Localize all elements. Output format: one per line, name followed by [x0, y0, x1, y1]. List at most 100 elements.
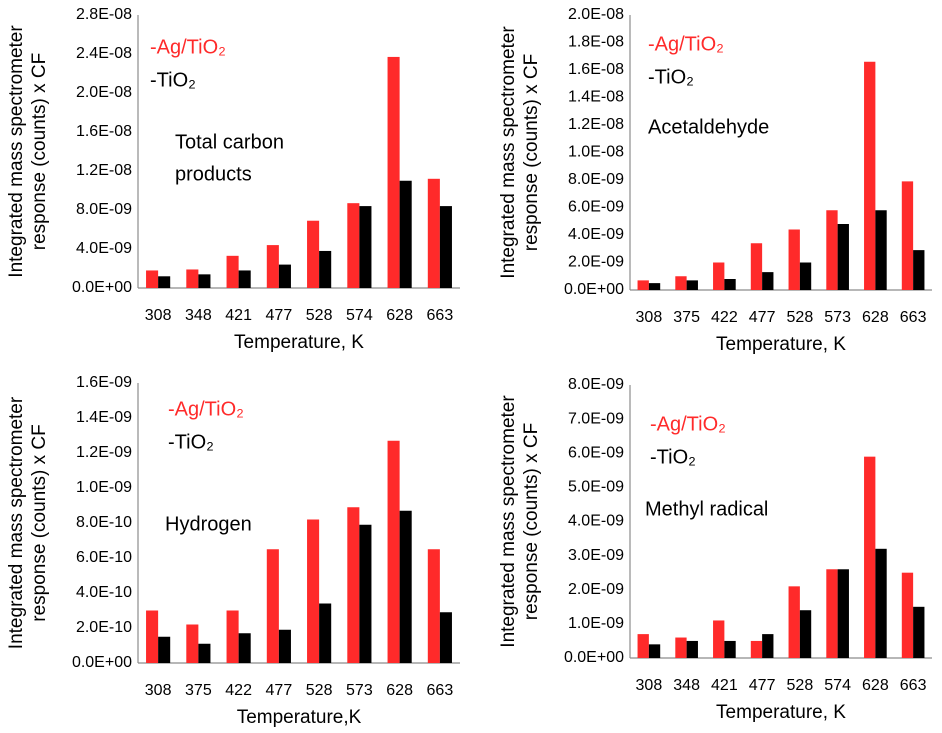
- y-tick-label: 2.0E-09: [568, 581, 624, 598]
- y-tick-label: 4.0E-09: [568, 226, 624, 243]
- bar: [648, 283, 661, 290]
- y-tick-label: 1.2E-09: [76, 444, 132, 461]
- y-tick-label: 4.0E-09: [568, 513, 624, 530]
- x-axis-title: Temperature,K: [237, 707, 362, 728]
- x-tick-label: 421: [225, 307, 252, 324]
- bar: [186, 624, 199, 663]
- y-tick-label: 7.0E-09: [568, 410, 624, 427]
- x-tick-label: 628: [862, 309, 889, 326]
- x-tick-label: 628: [386, 682, 413, 699]
- bar: [198, 274, 211, 288]
- y-axis-title: response (counts) x CF: [29, 53, 50, 250]
- bar: [637, 280, 649, 290]
- y-tick-label: 6.0E-09: [568, 199, 624, 216]
- y-tick-label: 1.4E-09: [76, 409, 132, 426]
- bar: [359, 206, 372, 288]
- bar: [826, 569, 838, 658]
- y-tick-label: 6.0E-10: [76, 549, 132, 566]
- y-tick-label: 8.0E-09: [568, 376, 624, 393]
- bar: [307, 220, 320, 288]
- bar: [146, 610, 159, 663]
- bar: [439, 612, 452, 663]
- x-tick-label: 308: [636, 677, 663, 694]
- bar: [427, 178, 440, 288]
- bar: [799, 610, 812, 658]
- y-axis-title: Integrated mass spectrometer: [498, 26, 519, 279]
- bar: [913, 250, 925, 290]
- bar: [439, 206, 452, 288]
- bar: [864, 456, 876, 658]
- y-tick-label: 1.6E-08: [76, 123, 132, 140]
- annotation: Methyl radical: [645, 498, 768, 520]
- y-tick-label: 1.2E-08: [568, 116, 624, 133]
- y-tick-label: 1.4E-08: [568, 89, 624, 106]
- x-tick-label: 528: [787, 677, 814, 694]
- y-tick-label: 8.0E-09: [568, 171, 624, 188]
- y-tick-label: 1.6E-09: [76, 374, 132, 391]
- bar: [226, 610, 239, 663]
- x-tick-label: 573: [346, 682, 373, 699]
- x-tick-label: 477: [266, 307, 293, 324]
- x-tick-label: 348: [185, 307, 212, 324]
- legend-entry: -TiO₂: [150, 69, 196, 91]
- legend-entry: -Ag/TiO₂: [150, 36, 226, 58]
- y-tick-label: 8.0E-09: [76, 201, 132, 218]
- bar: [186, 269, 199, 288]
- bar: [788, 586, 800, 658]
- x-tick-label: 422: [711, 309, 738, 326]
- bar: [238, 270, 251, 288]
- x-tick-label: 663: [900, 677, 927, 694]
- x-tick-label: 477: [749, 309, 776, 326]
- x-tick-label: 308: [636, 309, 663, 326]
- legend-entry: -TiO₂: [648, 66, 694, 88]
- y-tick-label: 0.0E+00: [564, 281, 624, 298]
- bar: [750, 640, 763, 658]
- bar: [399, 510, 412, 663]
- x-tick-label: 477: [266, 682, 293, 699]
- bar: [266, 549, 279, 663]
- bar: [686, 280, 698, 290]
- bar: [266, 245, 279, 288]
- y-tick-label: 2.0E-08: [568, 6, 624, 23]
- x-tick-label: 308: [145, 682, 172, 699]
- y-tick-label: 0.0E+00: [564, 649, 624, 666]
- bar: [278, 264, 291, 288]
- annotation: Total carbon: [175, 131, 284, 153]
- y-tick-label: 2.0E-10: [76, 619, 132, 636]
- bar: [307, 519, 320, 663]
- y-tick-label: 5.0E-09: [568, 479, 624, 496]
- bar: [146, 270, 159, 288]
- bar: [762, 634, 774, 658]
- bar: [864, 61, 876, 290]
- x-tick-label: 421: [711, 677, 738, 694]
- legend-entry: -Ag/TiO₂: [650, 413, 726, 435]
- y-tick-label: 2.0E-09: [568, 254, 624, 271]
- bar: [427, 549, 440, 663]
- x-tick-label: 528: [306, 307, 333, 324]
- x-tick-label: 663: [900, 309, 927, 326]
- y-tick-label: 3.0E-09: [568, 547, 624, 564]
- annotation: Hydrogen: [165, 513, 252, 535]
- bar: [675, 276, 687, 290]
- bar: [637, 634, 649, 658]
- y-tick-label: 4.0E-10: [76, 584, 132, 601]
- bar: [347, 507, 360, 663]
- y-tick-label: 1.0E-08: [568, 144, 624, 161]
- bar: [875, 548, 887, 658]
- x-axis-title: Temperature, K: [716, 334, 846, 355]
- y-axis-title: response (counts) x CF: [521, 423, 542, 620]
- y-tick-label: 1.2E-08: [76, 162, 132, 179]
- legend-entry: -Ag/TiO₂: [168, 398, 244, 420]
- chart-panel: 0.0E+00 4.0E-09 8.0E-09 1.2E-08 1.6E-08 2.0E-…: [6, 6, 460, 353]
- y-tick-label: 2.8E-08: [76, 6, 132, 23]
- legend-entry: -Ag/TiO₂: [648, 33, 724, 55]
- y-tick-label: 6.0E-09: [568, 444, 624, 461]
- bar: [387, 56, 400, 288]
- y-tick-label: 1.8E-08: [568, 34, 624, 51]
- y-tick-label: 4.0E-09: [76, 240, 132, 257]
- legend-entry: -TiO₂: [650, 446, 696, 468]
- y-tick-label: 8.0E-10: [76, 514, 132, 531]
- bar: [788, 229, 800, 290]
- bar: [278, 629, 291, 663]
- y-axis-title: Integrated mass spectrometer: [6, 396, 27, 649]
